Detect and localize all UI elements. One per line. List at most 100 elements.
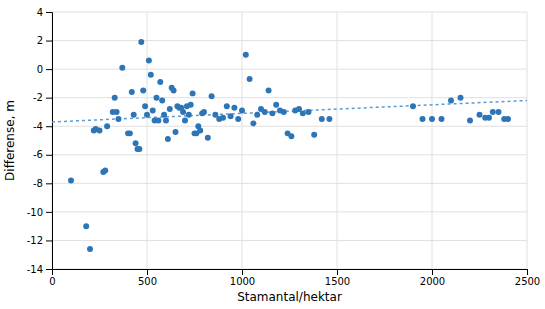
y-grid-line xyxy=(52,240,527,241)
point xyxy=(188,102,194,108)
point xyxy=(326,116,332,122)
y-tick-label: -2 xyxy=(33,92,43,103)
x-tick-label: 2500 xyxy=(515,276,540,287)
point xyxy=(159,98,165,104)
y-tick-label: -12 xyxy=(27,235,43,246)
point xyxy=(161,112,167,118)
point xyxy=(281,109,287,115)
point xyxy=(247,76,253,82)
point xyxy=(269,110,275,116)
y-tick: -12 xyxy=(27,235,52,246)
point xyxy=(254,112,260,118)
point xyxy=(410,103,416,109)
x-grid-line xyxy=(527,12,528,269)
point xyxy=(306,109,312,115)
y-tick-label: -14 xyxy=(27,264,43,275)
point xyxy=(496,109,502,115)
y-tick-label: 0 xyxy=(37,64,43,75)
x-axis: 05001000150020002500 xyxy=(49,269,540,287)
point xyxy=(273,102,279,108)
point xyxy=(100,169,106,175)
point xyxy=(486,115,492,121)
point xyxy=(157,79,163,85)
point xyxy=(173,129,179,135)
point xyxy=(319,116,325,122)
point xyxy=(266,88,272,94)
point xyxy=(235,116,241,122)
y-tick: -10 xyxy=(27,207,52,218)
point xyxy=(209,93,215,99)
x-grid-line xyxy=(432,12,433,269)
point xyxy=(155,118,161,124)
point xyxy=(300,110,306,116)
x-tick-mark xyxy=(432,269,433,275)
x-axis-title: Stamantal/hektar xyxy=(237,290,342,304)
point xyxy=(146,58,152,64)
grid xyxy=(52,12,527,269)
point xyxy=(148,72,154,78)
point xyxy=(150,108,156,114)
y-tick-mark xyxy=(46,126,52,127)
point xyxy=(186,112,192,118)
x-grid-line xyxy=(242,12,243,269)
y-tick: -6 xyxy=(33,149,52,160)
point xyxy=(201,109,207,115)
y-tick-mark xyxy=(46,12,52,13)
x-tick-label: 500 xyxy=(138,276,157,287)
x-tick-mark xyxy=(147,269,148,275)
trend-line xyxy=(52,101,527,122)
point xyxy=(190,90,196,96)
x-tick: 2000 xyxy=(420,269,445,287)
x-tick-mark xyxy=(337,269,338,275)
y-tick: 0 xyxy=(37,64,52,75)
point xyxy=(197,128,203,134)
y-tick: -2 xyxy=(33,92,52,103)
point xyxy=(239,108,245,114)
point xyxy=(467,118,473,124)
point xyxy=(228,113,234,119)
y-grid-line xyxy=(52,126,527,127)
marks xyxy=(52,39,527,252)
y-tick-mark xyxy=(46,41,52,42)
x-tick-mark xyxy=(527,269,528,275)
point xyxy=(262,109,268,115)
x-grid-line xyxy=(337,12,338,269)
y-tick: -14 xyxy=(27,264,52,275)
point xyxy=(231,105,237,111)
point xyxy=(311,132,317,138)
point xyxy=(129,89,135,95)
y-grid-line xyxy=(52,154,527,155)
point xyxy=(243,52,249,58)
x-tick-label: 1000 xyxy=(230,276,255,287)
point xyxy=(87,246,93,252)
point xyxy=(163,118,169,124)
point xyxy=(91,128,97,134)
y-tick-mark xyxy=(46,269,52,270)
y-tick: -4 xyxy=(33,121,52,132)
point xyxy=(167,106,173,112)
point xyxy=(114,109,120,115)
y-tick-mark xyxy=(46,212,52,213)
point xyxy=(104,123,110,129)
point xyxy=(420,116,426,122)
x-tick-mark xyxy=(242,269,243,275)
point xyxy=(505,116,511,122)
chart: 05001000150020002500-14-12-10-8-6-4-2024… xyxy=(0,0,545,309)
point xyxy=(97,128,103,134)
point xyxy=(83,223,89,229)
y-tick-mark xyxy=(46,240,52,241)
y-grid-line xyxy=(52,183,527,184)
point xyxy=(429,116,435,122)
y-tick-label: -8 xyxy=(33,178,43,189)
y-axis-line xyxy=(46,13,53,270)
point xyxy=(142,103,148,109)
point xyxy=(165,136,171,142)
y-tick: -8 xyxy=(33,178,52,189)
point xyxy=(250,120,256,126)
y-tick-mark xyxy=(46,183,52,184)
x-tick: 500 xyxy=(138,269,157,287)
x-tick: 1500 xyxy=(325,269,350,287)
y-tick: 2 xyxy=(37,35,52,46)
point xyxy=(138,39,144,45)
y-tick: 4 xyxy=(37,7,52,18)
